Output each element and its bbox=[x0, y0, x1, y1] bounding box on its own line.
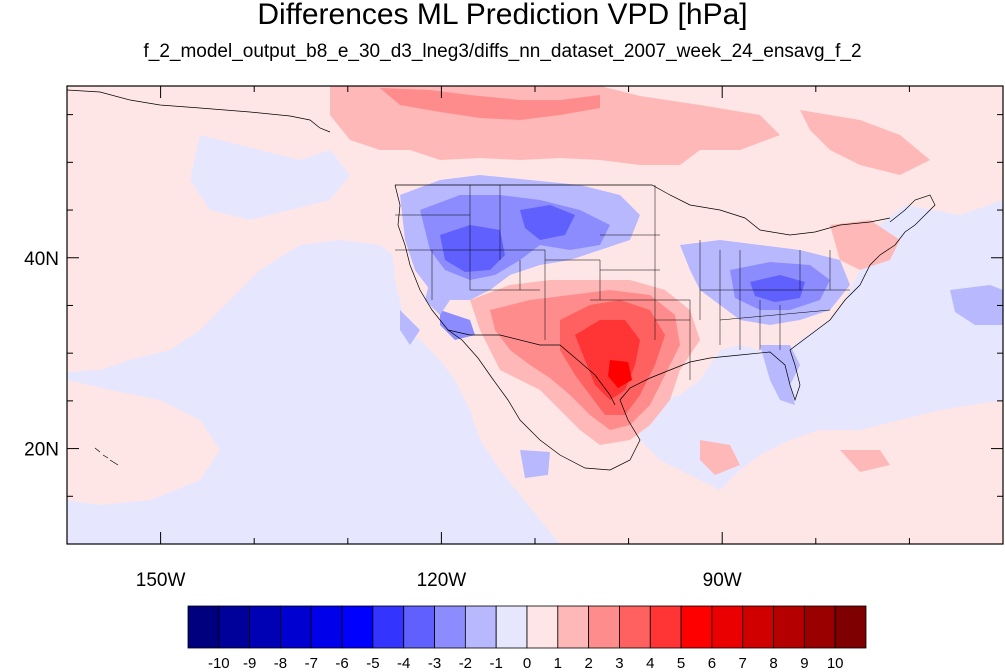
colorbar-swatch bbox=[310, 605, 343, 649]
colorbar-swatch bbox=[742, 605, 774, 649]
positive-anomaly-south bbox=[470, 280, 890, 475]
lon-tick-label: 90W bbox=[703, 570, 742, 591]
positive-anomaly-north bbox=[330, 86, 930, 270]
colorbar-label: 4 bbox=[646, 655, 654, 672]
colorbar-swatch bbox=[464, 605, 497, 649]
colorbar-swatch bbox=[588, 605, 620, 649]
colorbar-swatch bbox=[619, 605, 651, 649]
hawaii-islands bbox=[94, 447, 119, 466]
colorbar-label: 6 bbox=[708, 655, 716, 672]
geographic-boundaries bbox=[66, 89, 936, 471]
colorbar-swatch bbox=[280, 605, 312, 649]
colorbar-label: -3 bbox=[428, 655, 441, 672]
colorbar-swatch bbox=[557, 605, 590, 649]
map-plot-area bbox=[67, 86, 1003, 544]
colorbar-swatch bbox=[403, 605, 435, 649]
colorbar-swatch bbox=[187, 605, 220, 649]
colorbar-label: -1 bbox=[490, 655, 503, 672]
colorbar-label: 8 bbox=[769, 655, 777, 672]
axis-tick-labels: 150W 120W 90W 40N 20N bbox=[24, 249, 742, 591]
colorbar-label: -6 bbox=[335, 655, 348, 672]
colorbar-swatch bbox=[341, 605, 374, 649]
colorbar-swatch bbox=[495, 605, 528, 649]
us-canada-border bbox=[395, 184, 891, 236]
colorbar-swatch bbox=[649, 605, 682, 649]
alaska-coastline bbox=[66, 89, 331, 133]
colorbar-label: 1 bbox=[554, 655, 562, 672]
colorbar-label: -8 bbox=[274, 655, 287, 672]
lon-tick-label: 120W bbox=[417, 570, 467, 591]
lon-tick-label: 150W bbox=[136, 570, 186, 591]
negative-anomaly-east bbox=[400, 240, 1003, 478]
axis-ticks bbox=[66, 86, 1004, 544]
colorbar-swatch bbox=[526, 605, 559, 649]
colorbar-swatch bbox=[711, 605, 744, 649]
colorbar-label: -10 bbox=[208, 655, 230, 672]
plot-title: Differences ML Prediction VPD [hPa] bbox=[257, 0, 748, 31]
colorbar-label: -5 bbox=[366, 655, 379, 672]
colorbar-swatch bbox=[249, 605, 281, 649]
lat-tick-label: 40N bbox=[24, 249, 59, 270]
colorbar-label: 10 bbox=[827, 655, 844, 672]
colorbar-swatch bbox=[372, 605, 405, 649]
colorbar-swatch bbox=[803, 605, 836, 649]
colorbar-label: -2 bbox=[459, 655, 472, 672]
colorbar-label: 7 bbox=[739, 655, 747, 672]
colorbar-swatch bbox=[680, 605, 713, 649]
colorbar-label: 3 bbox=[615, 655, 623, 672]
state-lines bbox=[395, 185, 850, 380]
colorbar-swatch bbox=[434, 605, 466, 649]
colorbar-label: 2 bbox=[584, 655, 592, 672]
colorbar-label: 0 bbox=[523, 655, 531, 672]
colorbar-label: -7 bbox=[305, 655, 318, 672]
lat-tick-label: 20N bbox=[24, 440, 59, 461]
colorbar-swatch bbox=[834, 605, 867, 649]
plot-subtitle: f_2_model_output_b8_e_30_d3_lneg3/diffs_… bbox=[143, 41, 862, 62]
colorbar-label: -4 bbox=[397, 655, 410, 672]
colorbar: -10 -9 -8 -7 -6 -5 -4 -3 -2 -1 0 1 2 3 4 5 6 7 8 9 10 bbox=[187, 605, 867, 672]
colorbar-swatch bbox=[218, 605, 251, 649]
colorbar-label: -9 bbox=[243, 655, 256, 672]
us-mexico-border bbox=[447, 329, 616, 406]
colorbar-label: 9 bbox=[800, 655, 808, 672]
colorbar-swatch bbox=[773, 605, 805, 649]
colorbar-label: 5 bbox=[677, 655, 685, 672]
negative-anomaly-west bbox=[400, 175, 640, 340]
